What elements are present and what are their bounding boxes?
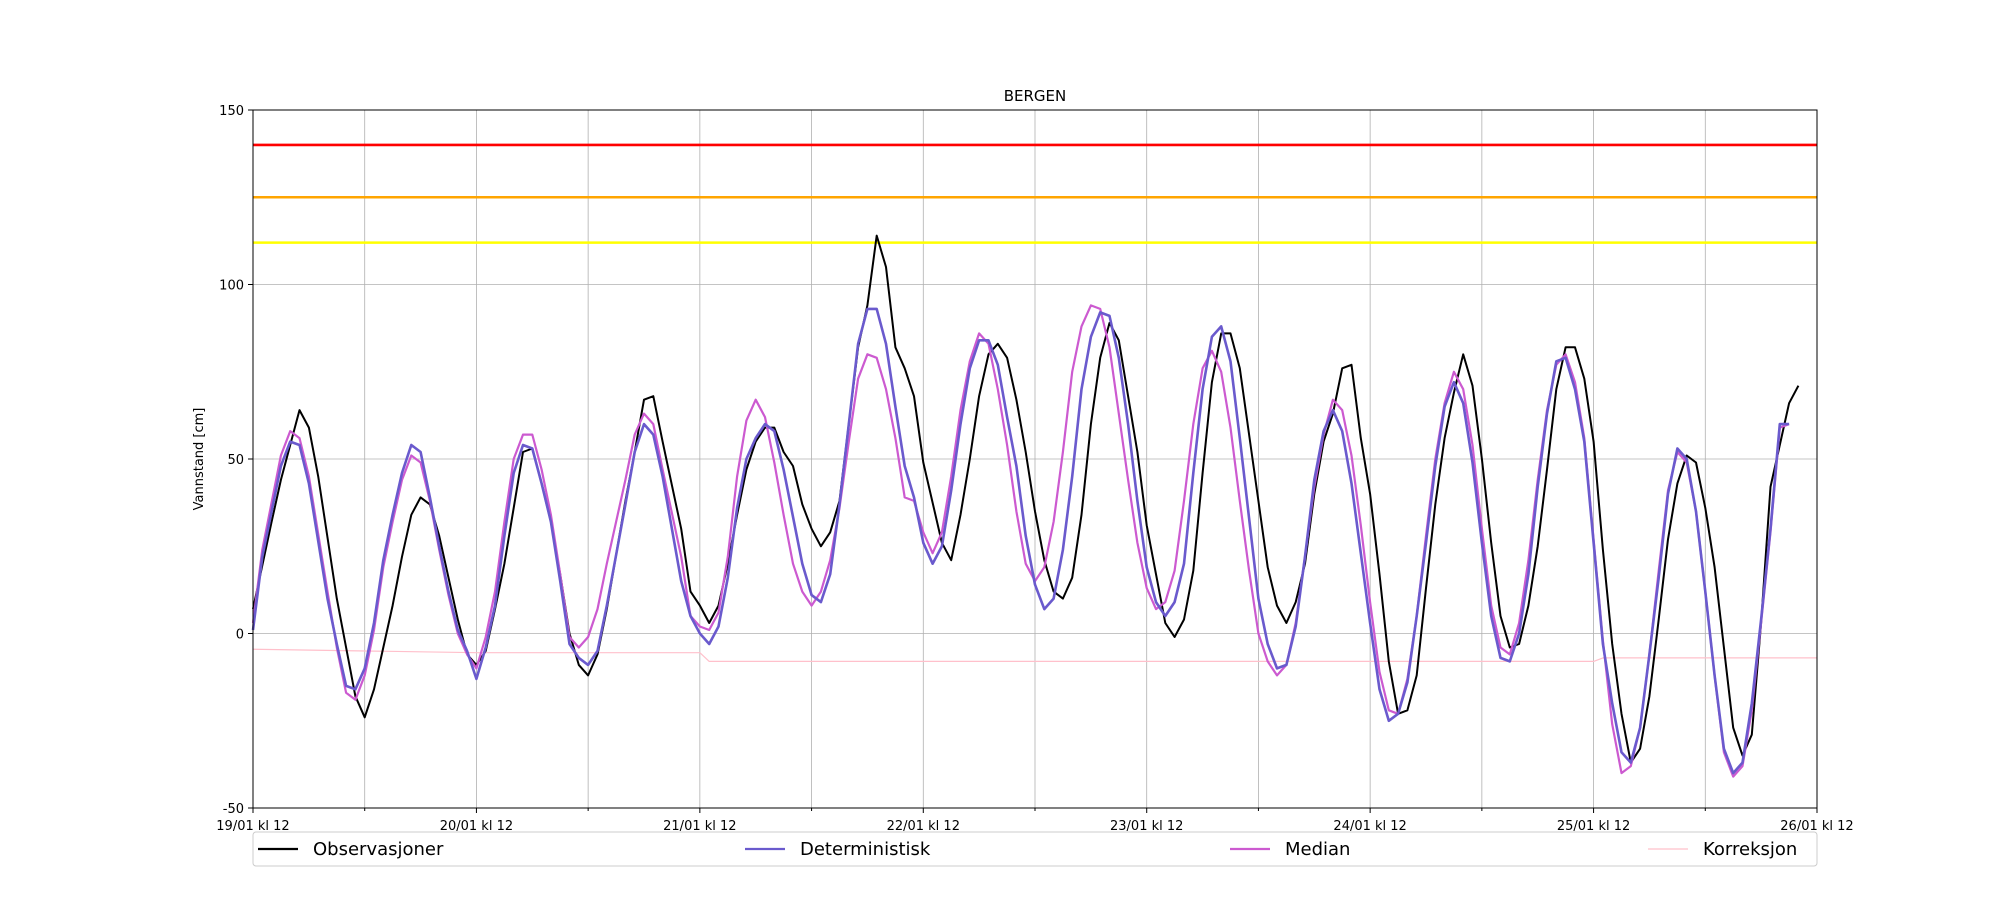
x-tick-label: 22/01 kl 12 [887,819,960,834]
legend-label-median: Median [1285,839,1350,860]
legend-label-observasjoner: Observasjoner [313,839,444,860]
legend: Observasjoner Deterministisk Median Korreks… [252,831,1818,867]
series-lines [251,234,1817,778]
legend-box [252,831,1818,867]
threshold-lines [253,143,1817,244]
grid [252,109,1818,809]
series-line-korreksjon [252,648,1817,663]
y-tick-label: 100 [219,279,244,294]
y-tick-label: 50 [227,453,244,468]
series-line-deterministisk [251,307,1790,775]
x-tick-label: 23/01 kl 12 [1110,819,1183,834]
axis-ticks: 19/01 kl 12 20/01 kl 12 21/01 kl 12 22/01 k… [216,104,1853,834]
x-tick-label: 25/01 kl 12 [1557,819,1630,834]
legend-label-deterministisk: Deterministisk [800,839,931,860]
x-tick-label: 24/01 kl 12 [1333,819,1406,834]
x-tick-label: 20/01 kl 12 [440,819,513,834]
legend-label-korreksjon: Korreksjon [1703,839,1797,860]
y-tick-label: 150 [219,104,244,119]
x-tick-label: 26/01 kl 12 [1780,819,1853,834]
chart-title: BERGEN [1004,87,1067,105]
series-line-observasjoner [252,234,1800,764]
y-tick-label: -50 [223,802,244,817]
x-tick-label: 19/01 kl 12 [216,819,289,834]
y-axis-title: Vannstand [cm] [192,408,207,511]
y-tick-label: 0 [236,628,244,643]
x-tick-label: 21/01 kl 12 [663,819,736,834]
